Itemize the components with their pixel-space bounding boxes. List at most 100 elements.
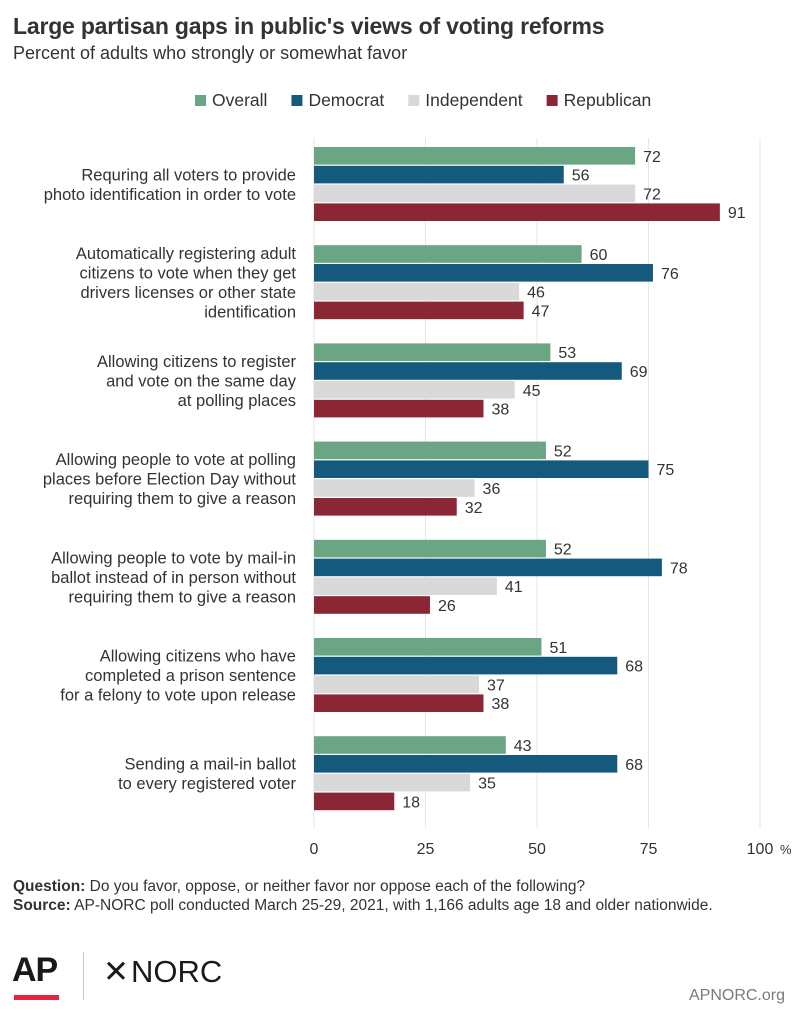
bar-overall [314, 638, 542, 656]
category-label-line: Automatically registering adult [76, 245, 297, 263]
bar-overall [314, 343, 551, 361]
bar-democrat [314, 755, 618, 773]
x-tick-label: 0 [310, 841, 319, 858]
category-label-line: photo identification in order to vote [44, 186, 296, 204]
x-tick-label: 50 [528, 841, 546, 858]
bar-republican [314, 792, 395, 811]
category-label-line: Sending a mail-in ballot [124, 755, 296, 773]
data-label: 46 [527, 285, 545, 302]
category-label: Allowing citizens to register and vote on… [97, 353, 297, 410]
data-label: 37 [487, 677, 505, 694]
legend-label: Democrat [308, 90, 384, 110]
bar-democrat [314, 165, 564, 184]
legend-label: Independent [425, 90, 522, 110]
bar-democrat [314, 558, 662, 577]
bar-republican [314, 203, 720, 221]
category-label: Allowing citizens who have completed a pr… [60, 648, 296, 705]
data-label: 53 [558, 345, 576, 362]
category-label-line: places before Election Day without [43, 471, 297, 489]
data-label: 69 [630, 364, 648, 381]
data-label: 36 [483, 481, 501, 498]
norc-logo: ✕NORC [103, 955, 222, 989]
category-label-line: Allowing people to vote at polling [56, 451, 296, 469]
site-link[interactable]: APNORC.org [688, 987, 785, 1004]
bar-independent [314, 184, 636, 203]
data-label: 41 [505, 579, 523, 596]
data-label: 72 [643, 186, 661, 203]
bar-overall [314, 147, 636, 165]
x-tick-label: 25 [417, 841, 435, 858]
bar-independent [314, 479, 475, 497]
category-label-line: requiring them to give a reason [69, 588, 296, 606]
footnote: Question: Do you favor, oppose, or neith… [13, 877, 785, 915]
chart-title: Large partisan gaps in public's views of… [13, 13, 605, 39]
legend-swatch [546, 95, 558, 106]
question-label: Question: [13, 878, 86, 895]
data-label: 68 [625, 659, 643, 676]
category-label-line: requiring them to give a reason [69, 490, 296, 508]
data-label: 45 [523, 383, 541, 400]
category-label-line: completed a prison sentence [85, 667, 296, 685]
bar-overall [314, 245, 582, 263]
data-label: 43 [514, 738, 532, 755]
bar-democrat [314, 264, 653, 282]
bar-independent [314, 282, 520, 301]
source-label: Source: [13, 897, 71, 914]
bar-republican [314, 694, 484, 712]
chart-subtitle: Percent of adults who strongly or somewh… [13, 43, 408, 63]
data-label: 38 [491, 696, 509, 713]
category-label-line: for a felony to vote upon release [60, 687, 296, 705]
data-label: 78 [670, 560, 688, 577]
legend-swatch [291, 95, 303, 106]
category-label-line: drivers licenses or other state [80, 284, 296, 302]
category-label-line: at polling places [178, 392, 296, 410]
data-label: 91 [728, 205, 746, 222]
category-label-line: citizens to vote when they get [80, 264, 297, 282]
category-label: Sending a mail-in ballot to every registe… [118, 755, 296, 793]
ap-logo: AP [12, 951, 58, 989]
x-tick-label: 100 [747, 841, 774, 858]
legend-label: Republican [564, 90, 652, 110]
data-label: 56 [572, 168, 590, 185]
category-label-line: and vote on the same day [106, 372, 297, 390]
norc-star-icon: ✕ [103, 954, 129, 989]
category-label-line: ballot instead of in person without [51, 569, 296, 587]
bar-democrat [314, 362, 622, 380]
question-text: Do you favor, oppose, or neither favor n… [85, 878, 586, 895]
category-label: Requring all voters to provide photo iden… [44, 166, 296, 204]
source-text: AP-NORC poll conducted March 25-29, 2021… [70, 897, 713, 914]
bar-republican [314, 301, 524, 320]
bar-republican [314, 498, 457, 516]
category-label: Allowing people to vote by mail-in ballot… [51, 549, 296, 606]
legend-swatch [195, 95, 206, 106]
data-label: 72 [643, 149, 661, 166]
data-label: 47 [532, 303, 550, 320]
data-label: 68 [625, 757, 643, 774]
data-label: 32 [465, 500, 483, 517]
category-label-line: identification [204, 303, 296, 321]
source-note: Source: AP-NORC poll conducted March 25-… [13, 896, 785, 915]
bar-republican [314, 399, 484, 418]
bar-independent [314, 675, 480, 694]
bar-democrat [314, 460, 649, 478]
category-label-line: Requring all voters to provide [81, 166, 296, 184]
x-tick-unit: % [780, 842, 792, 857]
bar-independent [314, 577, 497, 595]
category-label: Allowing people to vote at polling places… [43, 451, 297, 508]
x-tick-label: 75 [640, 841, 658, 858]
legend-label: Overall [212, 90, 267, 110]
data-label: 26 [438, 598, 456, 615]
category-label-line: to every registered voter [118, 775, 296, 793]
category-label: Automatically registering adult citizens … [76, 245, 297, 322]
norc-logo-text: NORC [130, 954, 223, 989]
bar-republican [314, 596, 430, 614]
category-label-line: Allowing people to vote by mail-in [51, 549, 296, 567]
data-label: 38 [491, 402, 509, 419]
ap-logo-underline [14, 995, 59, 1000]
category-label-line: Allowing citizens who have [100, 648, 296, 666]
data-label: 60 [590, 247, 608, 264]
category-label-line: Allowing citizens to register [97, 353, 297, 371]
bar-overall [314, 539, 546, 558]
data-label: 52 [554, 542, 572, 559]
question-note: Question: Do you favor, oppose, or neith… [13, 877, 785, 896]
